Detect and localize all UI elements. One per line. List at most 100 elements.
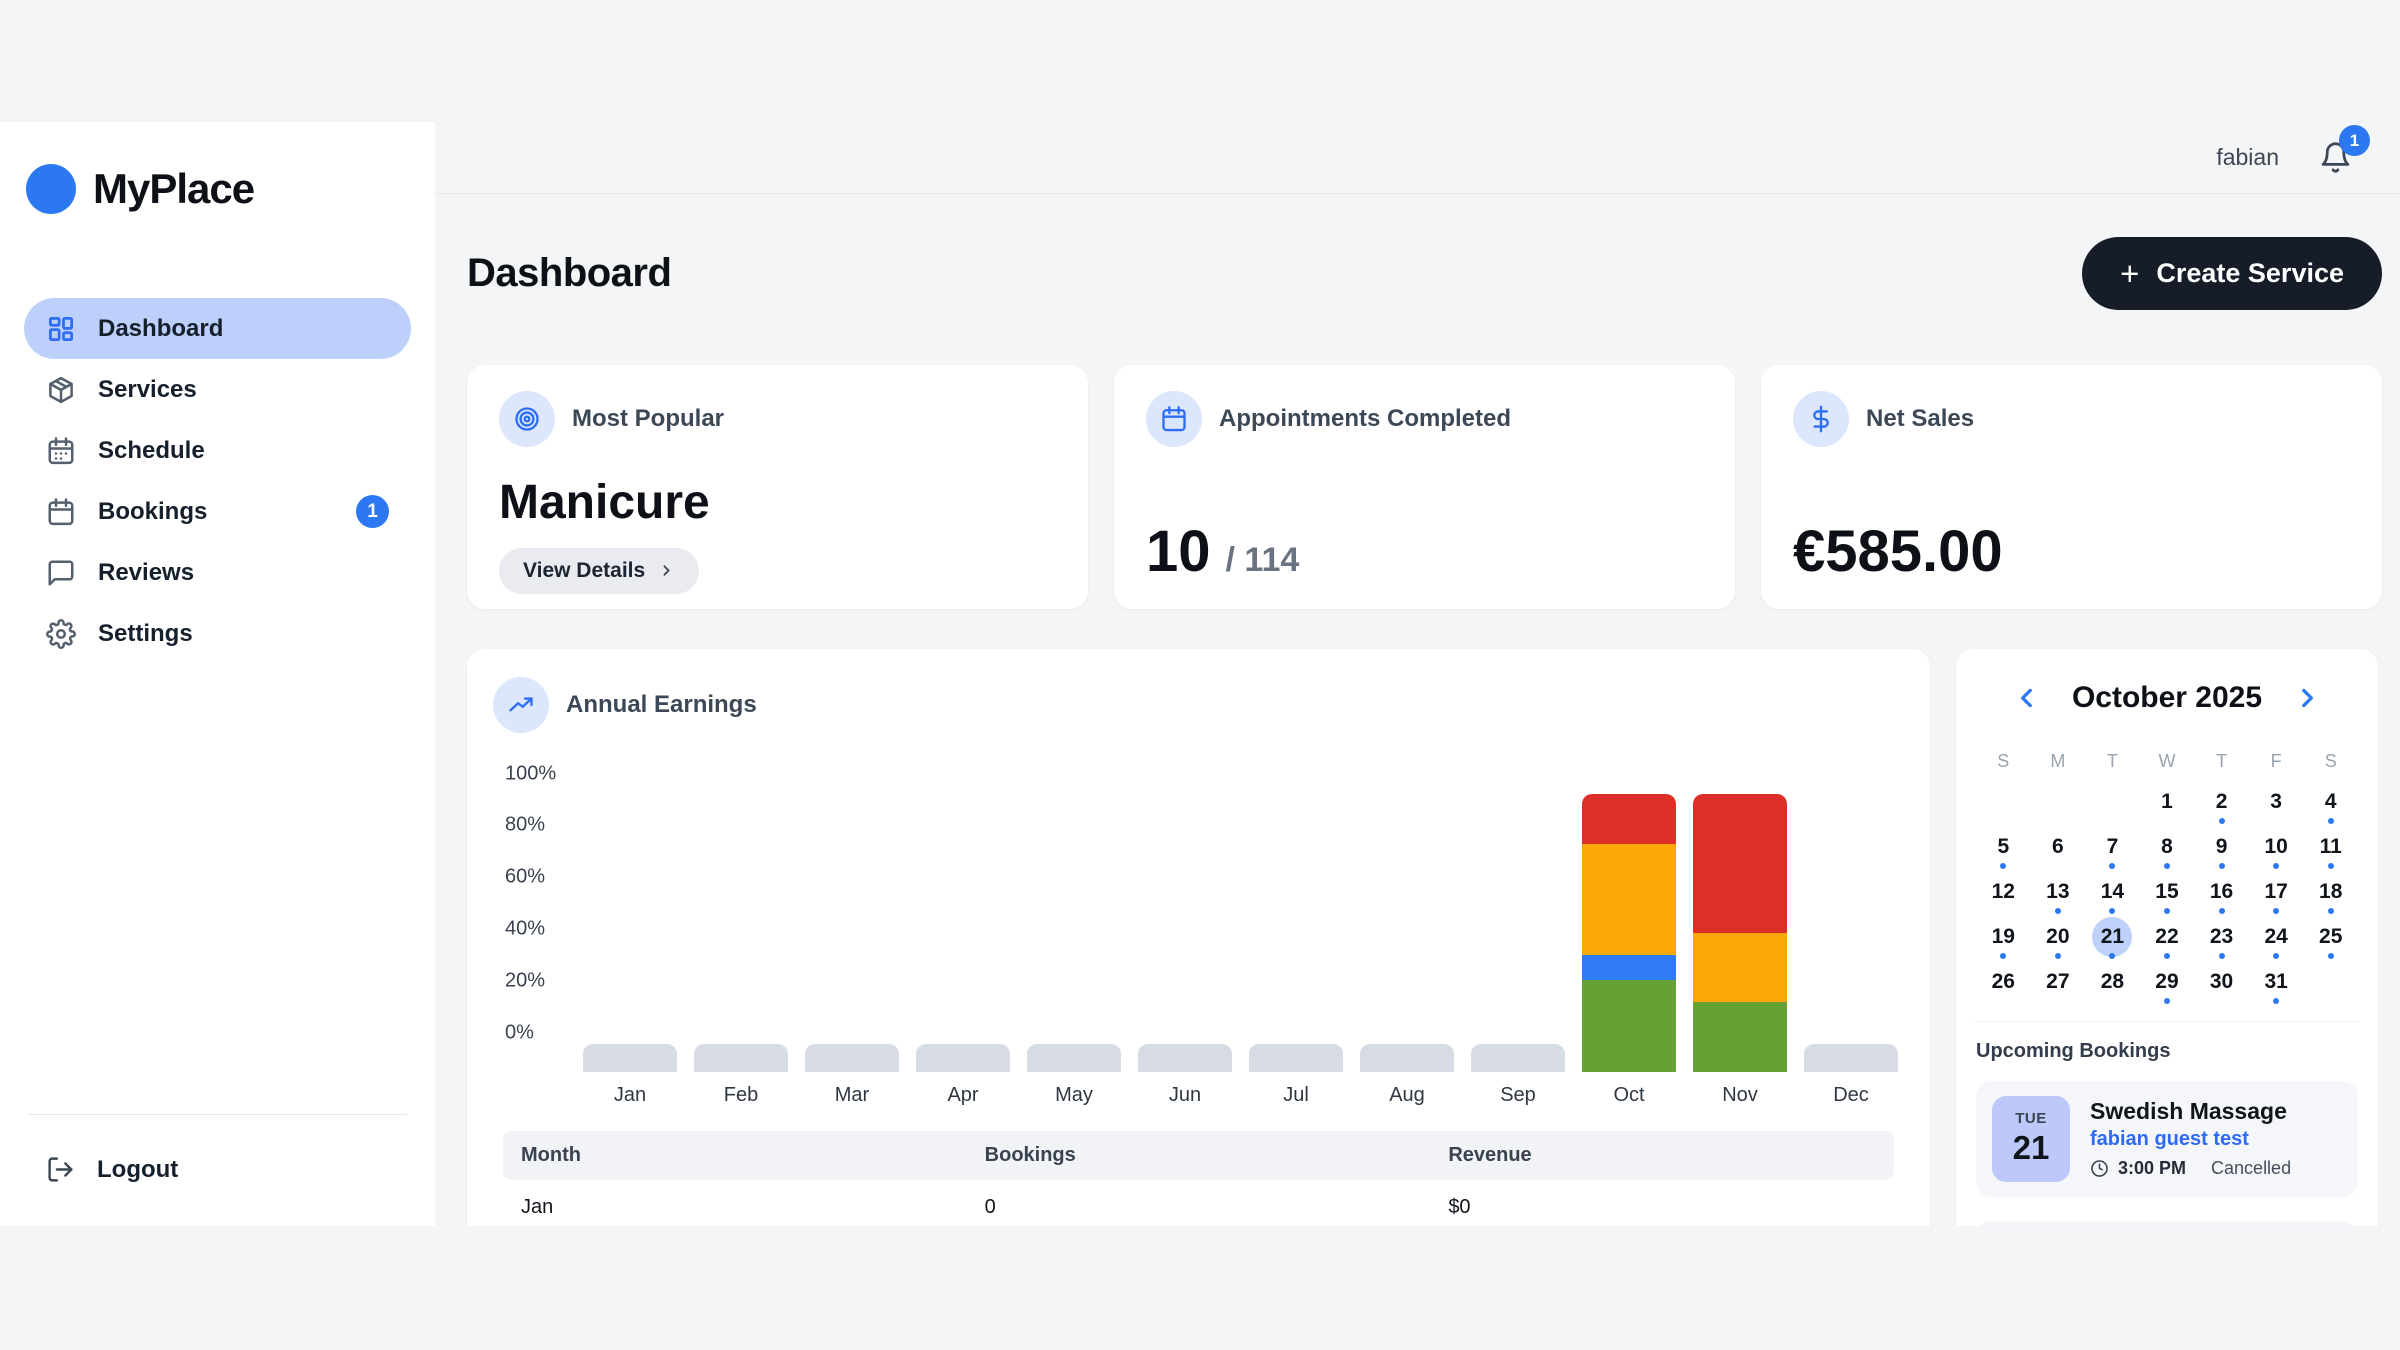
booking-dot: [2218, 907, 2225, 914]
calendar-day-26[interactable]: 26: [1976, 962, 2031, 1007]
calendar-day-15[interactable]: 15: [2140, 872, 2195, 917]
calendar-day-24[interactable]: 24: [2249, 917, 2304, 962]
chevron-right-icon: [2302, 688, 2314, 707]
sidebar-item-settings[interactable]: Settings: [24, 603, 411, 664]
calendar-day-21[interactable]: 21: [2085, 916, 2140, 962]
calendar-day-10[interactable]: 10: [2249, 827, 2304, 872]
chart-bar-oct: [1582, 767, 1676, 1072]
calendar-day-6[interactable]: 6: [2031, 827, 2086, 872]
red-segment: [1582, 793, 1676, 844]
calendar-day-30[interactable]: 30: [2194, 962, 2249, 1007]
calendar-day-17[interactable]: 17: [2249, 872, 2304, 917]
calendar-day-9[interactable]: 9: [2194, 827, 2249, 872]
sidebar-item-services[interactable]: Services: [24, 359, 411, 420]
page-title: Dashboard: [467, 250, 672, 295]
calendar-day-number: 16: [2209, 879, 2234, 903]
chart-bar-mar: [805, 767, 899, 1072]
sidebar-item-bookings[interactable]: Bookings 1: [24, 481, 411, 542]
booking-status: Cancelled: [2211, 1158, 2292, 1179]
booking-item[interactable]: TUE 21 Swedish Massage fabian guest test 3:0…: [1976, 1080, 2358, 1197]
calendar-day-22[interactable]: 22: [2140, 917, 2195, 962]
calendar-day-23[interactable]: 23: [2194, 917, 2249, 962]
sidebar-item-reviews[interactable]: Reviews: [24, 542, 411, 603]
appointments-card: Appointments Completed 10 / 114: [1114, 364, 1735, 609]
booking-dot: [2273, 907, 2280, 914]
calendar-prev-button[interactable]: [2010, 681, 2044, 715]
calendar-day-1[interactable]: 1: [2140, 782, 2195, 827]
booking-dot: [2109, 952, 2116, 959]
chart-month-label: Oct: [1613, 1083, 1645, 1106]
calendar-day-number: 5: [1997, 834, 2010, 858]
view-details-button[interactable]: View Details: [499, 547, 700, 594]
brand-name: MyPlace: [93, 165, 255, 212]
sidebar-item-label: Schedule: [98, 436, 205, 464]
calendar-day-5[interactable]: 5: [1976, 827, 2031, 872]
calendar-day-12[interactable]: 12: [1976, 872, 2031, 917]
weekday-label: M: [2050, 750, 2066, 771]
target-icon: [499, 390, 555, 447]
chat-icon: [46, 558, 76, 588]
calendar-empty-cell: [1976, 782, 2031, 827]
bookings-calendar-icon: [46, 497, 76, 527]
calendar-day-2[interactable]: 2: [2194, 782, 2249, 827]
logout-button[interactable]: Logout: [24, 1155, 411, 1184]
create-service-button[interactable]: + Create Service: [2082, 236, 2382, 310]
sidebar-item-dashboard[interactable]: Dashboard: [24, 298, 411, 359]
calendar-next-button[interactable]: [2290, 681, 2324, 715]
most-popular-card: Most Popular Manicure View Details: [467, 364, 1088, 609]
calendar-day-16[interactable]: 16: [2194, 872, 2249, 917]
bookings-count-badge: 1: [356, 495, 389, 528]
calendar-day-4[interactable]: 4: [2303, 782, 2358, 827]
calendar-day-18[interactable]: 18: [2303, 872, 2358, 917]
calendar-day-11[interactable]: 11: [2303, 827, 2358, 872]
sidebar-item-label: Bookings: [98, 497, 208, 525]
bar-placeholder: [805, 1043, 899, 1072]
most-popular-value: Manicure: [499, 475, 710, 529]
chart-bar-may: [1027, 767, 1121, 1072]
booking-dot: [2327, 817, 2334, 824]
calendar-day-13[interactable]: 13: [2031, 872, 2086, 917]
booking-item[interactable]: WED22ManicureCustomer2:00 AMPending: [1976, 1220, 2358, 1226]
table-header-cell: Month: [503, 1130, 967, 1180]
calendar-day-29[interactable]: 29: [2140, 962, 2195, 1007]
calendar-day-number: 3: [2270, 789, 2282, 813]
calendar-day-number: 20: [2046, 924, 2070, 948]
username[interactable]: fabian: [2216, 144, 2279, 170]
table-cell: Jan: [503, 1180, 967, 1226]
notifications-button[interactable]: 1: [2319, 125, 2370, 174]
calendar-day-25[interactable]: 25: [2303, 917, 2358, 962]
calendar-day-8[interactable]: 8: [2140, 827, 2195, 872]
calendar-day-27[interactable]: 27: [2031, 962, 2086, 1007]
dashboard-icon: [46, 314, 76, 344]
calendar-day-7[interactable]: 7: [2085, 827, 2140, 872]
table-header-cell: Bookings: [966, 1130, 1431, 1180]
calendar-day-20[interactable]: 20: [2031, 917, 2086, 962]
calendar-day-number: 4: [2324, 789, 2337, 813]
sidebar-item-schedule[interactable]: Schedule: [24, 420, 411, 481]
booking-dot: [2000, 862, 2007, 869]
weekday-label: F: [2270, 750, 2282, 771]
calendar-day-number: 31: [2264, 969, 2288, 993]
bar-placeholder: [1138, 1043, 1232, 1072]
calendar-day-28[interactable]: 28: [2085, 962, 2140, 1007]
sidebar-item-label: Reviews: [98, 558, 195, 586]
chart-month-label: Dec: [1833, 1083, 1869, 1106]
calendar-day-31[interactable]: 31: [2249, 962, 2304, 1007]
annual-earnings-card: Annual Earnings 100% 80% 60% 40% 20% 0% Jan Fe…: [467, 648, 1930, 1226]
notification-badge: 1: [2339, 125, 2370, 156]
sidebar-item-label: Services: [98, 375, 197, 403]
calendar-day-number: 18: [2319, 879, 2343, 903]
topbar: fabian 1: [435, 122, 2400, 194]
calendar-day-number: 1: [2161, 789, 2173, 813]
booking-dot: [2273, 862, 2280, 869]
booking-customer-link[interactable]: fabian guest test: [2090, 1128, 2249, 1151]
booking-dot: [2273, 997, 2280, 1004]
calendar-day-3[interactable]: 3: [2249, 782, 2304, 827]
booking-time: 3:00 PM: [2118, 1158, 2187, 1179]
calendar-day-19[interactable]: 19: [1976, 917, 2031, 962]
booking-dot: [2163, 907, 2170, 914]
bar-placeholder: [1360, 1043, 1454, 1072]
calendar-day-14[interactable]: 14: [2085, 872, 2140, 917]
